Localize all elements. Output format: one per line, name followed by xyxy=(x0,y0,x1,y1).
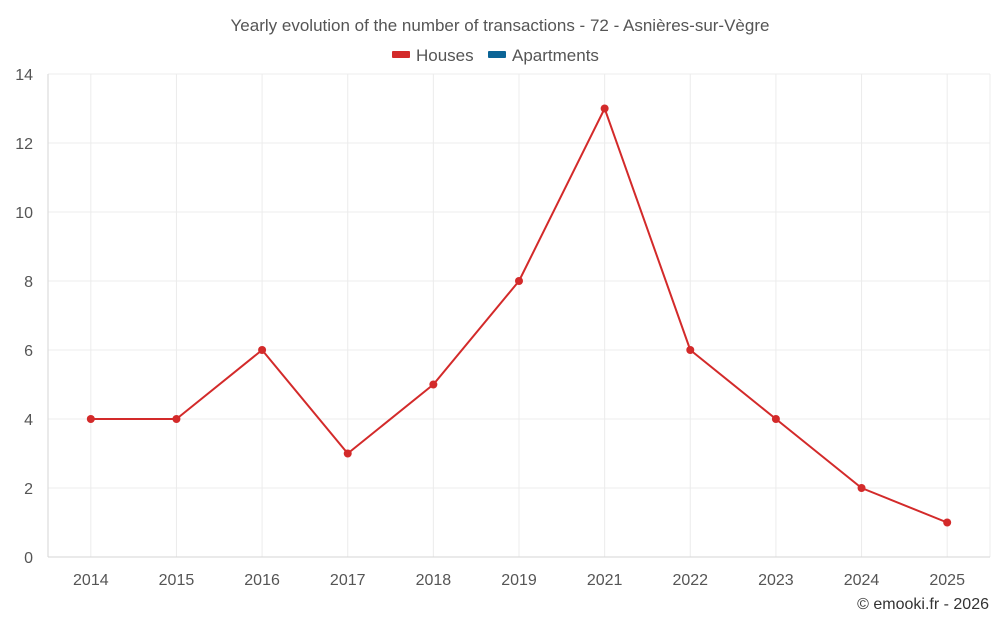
series-houses xyxy=(86,104,952,527)
y-axis-ticks: 0 2 4 6 8 10 12 14 xyxy=(15,67,33,567)
legend-swatch-apartments xyxy=(488,51,506,58)
data-point-houses-2023[interactable] xyxy=(771,415,780,423)
x-tick-label-2017: 2017 xyxy=(330,572,366,589)
x-tick-label-2016: 2016 xyxy=(244,572,280,589)
x-tick-label-2019: 2019 xyxy=(501,572,537,589)
y-tick-label-4: 4 xyxy=(24,412,33,429)
data-point-houses-2025[interactable] xyxy=(943,518,952,527)
data-point-houses-2024[interactable] xyxy=(857,484,866,492)
credit-text: © emooki.fr - 2026 xyxy=(857,596,989,613)
data-point-houses-2019[interactable] xyxy=(515,277,523,285)
x-tick-label-2022: 2022 xyxy=(672,572,708,589)
x-tick-label-2018: 2018 xyxy=(416,572,452,589)
legend-item-houses[interactable]: Houses xyxy=(392,46,474,65)
axes xyxy=(47,74,990,558)
x-tick-label-2014: 2014 xyxy=(73,572,109,589)
y-tick-label-8: 8 xyxy=(24,274,33,291)
x-tick-label-2015: 2015 xyxy=(159,572,195,589)
legend-swatch-houses xyxy=(392,51,410,58)
grid xyxy=(48,73,991,557)
legend-item-apartments[interactable]: Apartments xyxy=(488,46,599,65)
y-tick-label-10: 10 xyxy=(15,205,33,222)
chart-title: Yearly evolution of the number of transa… xyxy=(231,16,770,35)
data-point-houses-2014[interactable] xyxy=(86,415,95,423)
y-tick-label-2: 2 xyxy=(24,481,33,498)
data-point-houses-2021[interactable] xyxy=(600,104,609,113)
data-point-houses-2022[interactable] xyxy=(686,346,695,354)
data-point-houses-2015[interactable] xyxy=(172,415,181,423)
x-tick-label-2025: 2025 xyxy=(929,572,965,589)
y-tick-label-6: 6 xyxy=(24,343,33,360)
y-tick-label-0: 0 xyxy=(24,550,33,567)
data-point-houses-2016[interactable] xyxy=(258,346,267,354)
x-tick-label-2024: 2024 xyxy=(844,572,880,589)
x-axis-ticks: 2014 2015 2016 2017 2018 2019 2021 2022 2023 2024… xyxy=(73,572,965,589)
y-tick-label-14: 14 xyxy=(15,67,33,84)
y-tick-label-12: 12 xyxy=(15,136,33,153)
legend-label-apartments: Apartments xyxy=(512,46,599,65)
legend-label-houses: Houses xyxy=(416,46,474,65)
data-point-houses-2017[interactable] xyxy=(343,449,352,458)
legend: Houses Apartments xyxy=(392,46,599,65)
x-tick-label-2021: 2021 xyxy=(587,572,623,589)
data-point-houses-2018[interactable] xyxy=(429,380,438,389)
x-tick-label-2023: 2023 xyxy=(758,572,794,589)
